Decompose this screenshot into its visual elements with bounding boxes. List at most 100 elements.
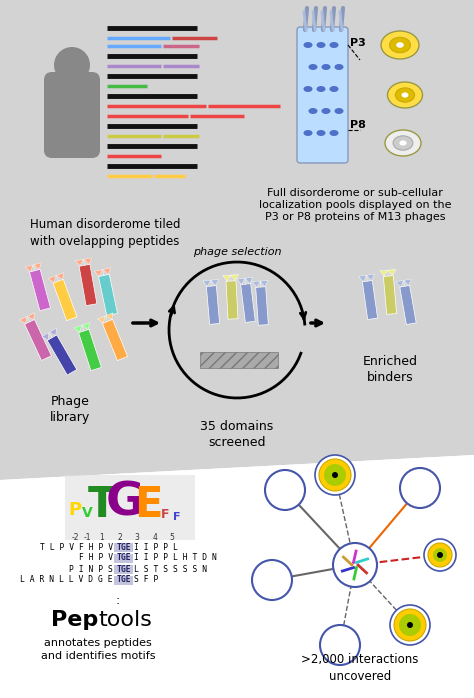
Polygon shape	[383, 276, 397, 314]
Text: P I N P S: P I N P S	[69, 565, 113, 574]
Polygon shape	[105, 316, 108, 322]
Ellipse shape	[401, 92, 409, 98]
Circle shape	[332, 472, 338, 478]
Polygon shape	[260, 281, 268, 287]
Ellipse shape	[317, 130, 326, 136]
Text: >2,000 interactions
uncovered: >2,000 interactions uncovered	[301, 653, 419, 683]
Polygon shape	[27, 316, 29, 322]
Polygon shape	[25, 265, 33, 272]
Ellipse shape	[329, 86, 338, 92]
Bar	[114, 554, 133, 563]
Polygon shape	[366, 275, 367, 281]
Text: F H P V: F H P V	[79, 554, 113, 563]
Polygon shape	[102, 320, 128, 361]
Bar	[114, 565, 133, 574]
Polygon shape	[231, 274, 239, 281]
Polygon shape	[226, 281, 238, 319]
Polygon shape	[34, 262, 41, 269]
Ellipse shape	[317, 42, 326, 48]
Text: L S T S S S S N: L S T S S S S N	[134, 565, 207, 574]
Ellipse shape	[329, 42, 338, 48]
Polygon shape	[0, 455, 474, 698]
Polygon shape	[53, 279, 77, 320]
Polygon shape	[255, 287, 268, 325]
Ellipse shape	[390, 37, 410, 53]
Text: localization pools displayed on the: localization pools displayed on the	[259, 200, 451, 210]
Polygon shape	[396, 281, 404, 287]
Polygon shape	[48, 276, 56, 283]
Text: annotates peptides
and identifies motifs: annotates peptides and identifies motifs	[41, 638, 155, 661]
Text: G: G	[106, 480, 145, 526]
Polygon shape	[252, 281, 260, 288]
Polygon shape	[56, 273, 64, 280]
Circle shape	[324, 464, 346, 486]
Text: 1: 1	[100, 533, 104, 542]
Text: Pep: Pep	[51, 610, 98, 630]
Ellipse shape	[388, 82, 422, 108]
Polygon shape	[84, 258, 92, 265]
Polygon shape	[42, 333, 49, 340]
Text: T L P V F H P V: T L P V F H P V	[40, 542, 113, 551]
Text: 4: 4	[153, 533, 157, 542]
Circle shape	[400, 468, 440, 508]
Polygon shape	[75, 260, 83, 266]
Ellipse shape	[385, 130, 421, 156]
Text: 35 domains
screened: 35 domains screened	[201, 420, 273, 449]
Text: TGE: TGE	[116, 575, 131, 584]
Ellipse shape	[321, 64, 330, 70]
Polygon shape	[83, 260, 84, 265]
Text: -1: -1	[83, 533, 91, 542]
Text: V: V	[82, 506, 92, 520]
Polygon shape	[366, 274, 374, 281]
Text: TGE: TGE	[116, 554, 131, 563]
Bar	[65, 475, 195, 540]
Polygon shape	[74, 325, 82, 332]
Polygon shape	[380, 270, 388, 276]
Ellipse shape	[381, 31, 419, 59]
Ellipse shape	[317, 86, 326, 92]
Circle shape	[54, 47, 90, 83]
Text: TGE: TGE	[116, 542, 131, 551]
Circle shape	[315, 455, 355, 495]
Text: I I P P L: I I P P L	[134, 542, 178, 551]
Ellipse shape	[393, 136, 413, 150]
Circle shape	[320, 625, 360, 665]
Circle shape	[333, 543, 377, 587]
Text: -2: -2	[71, 533, 79, 542]
Polygon shape	[25, 320, 52, 360]
Ellipse shape	[303, 42, 312, 48]
Ellipse shape	[303, 86, 312, 92]
Ellipse shape	[303, 130, 312, 136]
Bar	[114, 542, 133, 551]
Polygon shape	[56, 276, 58, 281]
Text: P3: P3	[350, 38, 366, 48]
Polygon shape	[245, 277, 253, 283]
Polygon shape	[400, 285, 416, 325]
Text: I I P P L H T D N: I I P P L H T D N	[134, 554, 217, 563]
Polygon shape	[211, 279, 219, 285]
Text: P: P	[68, 501, 82, 519]
Circle shape	[265, 470, 305, 510]
Circle shape	[394, 609, 426, 641]
Ellipse shape	[396, 42, 404, 47]
Polygon shape	[19, 317, 27, 324]
Ellipse shape	[321, 108, 330, 114]
Text: T: T	[88, 484, 116, 526]
Polygon shape	[206, 285, 219, 325]
Text: 3: 3	[135, 533, 139, 542]
Polygon shape	[99, 274, 118, 315]
Polygon shape	[245, 279, 246, 284]
Circle shape	[424, 539, 456, 571]
Ellipse shape	[335, 108, 344, 114]
Text: E: E	[134, 484, 162, 526]
Ellipse shape	[329, 130, 338, 136]
FancyBboxPatch shape	[297, 27, 348, 163]
Polygon shape	[82, 322, 90, 329]
Text: S F P: S F P	[134, 575, 158, 584]
Polygon shape	[203, 280, 211, 286]
Circle shape	[399, 614, 421, 636]
Polygon shape	[223, 275, 231, 281]
Polygon shape	[29, 269, 51, 311]
Circle shape	[428, 543, 452, 567]
Ellipse shape	[400, 140, 407, 146]
